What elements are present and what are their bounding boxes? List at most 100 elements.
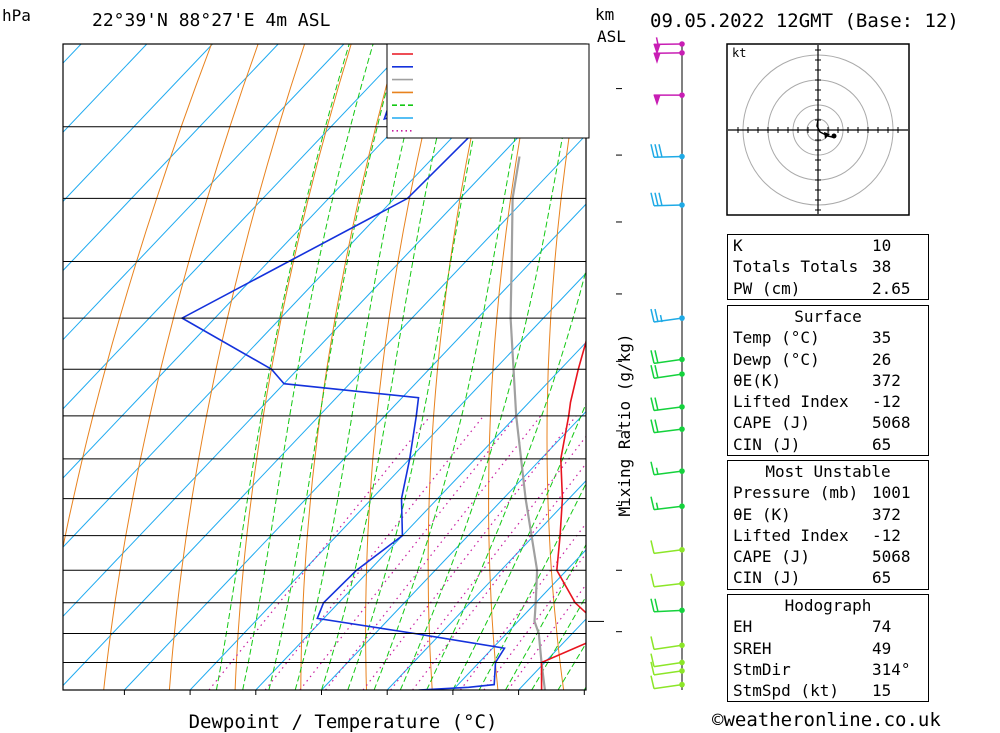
hodograph-unit: kt xyxy=(732,46,746,60)
wind-barb-flag xyxy=(658,144,663,158)
index-label: θE(K) xyxy=(733,370,782,390)
index-value: 314° xyxy=(872,659,911,679)
wind-barb xyxy=(650,308,685,323)
wind-barb-staff xyxy=(653,670,683,676)
index-label: Lifted Index xyxy=(733,525,849,545)
wind-barb-half-flag xyxy=(655,467,659,475)
index-label: SREH xyxy=(733,638,772,658)
wind-barb xyxy=(650,365,685,379)
hodograph-storm-marker xyxy=(824,132,830,139)
isotherm-line xyxy=(386,480,586,690)
wind-barb-staff xyxy=(653,155,683,159)
mixing-ratio-line xyxy=(264,415,485,690)
dry-adiabat-line xyxy=(103,44,259,690)
wind-barb-flag xyxy=(650,675,655,689)
height-unit-asl: ASL xyxy=(597,27,626,46)
parcel-trajectory-line xyxy=(509,156,546,690)
index-label: PW (cm) xyxy=(733,278,801,298)
hodograph-indices-table: Hodograph EH 74 SREH 49 StmDir 314° StmSpd (kt)… xyxy=(727,594,929,703)
mixing-ratio-axis-label: Mixing Ratio (g/kg) xyxy=(615,333,634,516)
index-value: 65 xyxy=(872,568,892,588)
wind-barb-flag xyxy=(654,308,659,323)
wet-adiabat-line xyxy=(452,402,586,690)
wet-adiabat-line xyxy=(531,595,586,690)
index-value: -12 xyxy=(872,392,901,412)
datetime-title: 09.05.2022 12GMT (Base: 12) xyxy=(650,10,959,32)
wind-barb-dot xyxy=(679,668,685,674)
wind-barb-dot xyxy=(679,315,685,321)
index-row: θE(K) 372 xyxy=(728,370,928,391)
wind-barb-flag xyxy=(650,144,655,158)
wet-adiabat-line xyxy=(242,44,374,690)
wind-barb-staff xyxy=(653,683,683,690)
skew-t-chart: Dewpoint / Temperature (°C) Mixing Ratio… xyxy=(62,37,720,733)
height-unit-km: km xyxy=(595,5,615,24)
index-row: Totals Totals 38 xyxy=(728,256,928,277)
wet-adiabat-line xyxy=(478,482,586,690)
wind-barb-flag xyxy=(650,192,655,206)
mixing-ratio-line xyxy=(208,415,431,690)
index-label: Temp (°C) xyxy=(733,328,820,348)
mixing-ratio-line xyxy=(325,415,542,690)
hodograph-storm-motion xyxy=(831,133,837,139)
wind-barb-pennant xyxy=(653,43,661,55)
index-value: 2.65 xyxy=(872,278,911,298)
index-label: StmSpd (kt) xyxy=(733,681,839,701)
isotherm-line xyxy=(63,44,345,341)
pressure-unit-label: hPa xyxy=(2,6,31,25)
index-value: 372 xyxy=(872,504,901,524)
isotherm-line xyxy=(189,272,586,690)
wind-barb-dot xyxy=(679,642,685,649)
index-value: 26 xyxy=(872,349,892,369)
wind-barb-pennant xyxy=(653,52,661,64)
wind-barb-flag xyxy=(650,461,655,475)
index-row: Lifted Index -12 xyxy=(728,525,928,546)
wind-barb-staff xyxy=(653,406,683,412)
wind-barb-staff xyxy=(653,204,683,207)
index-section-title: Most Unstable xyxy=(765,462,891,481)
index-row: Pressure (mb) 1001 xyxy=(728,482,928,503)
wind-barb xyxy=(653,50,685,64)
index-section-title: Hodograph xyxy=(784,596,872,615)
wind-barb xyxy=(650,192,685,208)
mixing-ratio-line xyxy=(390,435,586,690)
isotherm-line xyxy=(452,549,586,690)
index-value: 372 xyxy=(872,370,901,390)
isotherm-line xyxy=(63,44,476,479)
wind-barb-dot xyxy=(679,50,685,56)
isotherm-line xyxy=(63,44,410,410)
wind-barb-dot xyxy=(679,580,685,587)
index-value: 5068 xyxy=(872,547,911,567)
wind-barb-dot xyxy=(679,607,685,614)
wind-barb-staff xyxy=(653,373,683,379)
wind-barb-flag xyxy=(650,365,655,379)
wind-barb xyxy=(650,350,685,365)
index-value: 38 xyxy=(872,257,892,277)
wind-barb-staff xyxy=(653,317,683,323)
index-row: EH 74 xyxy=(728,616,928,637)
isotherm-line xyxy=(63,134,586,687)
wet-adiabat-line xyxy=(373,44,534,690)
wind-barb-pennant xyxy=(653,94,661,106)
wet-adiabat-line xyxy=(347,44,494,690)
index-row: PW (cm) 2.65 xyxy=(728,278,928,299)
index-value: 1001 xyxy=(872,483,911,503)
wind-barb-dot xyxy=(679,202,685,208)
index-row: CIN (J) 65 xyxy=(728,434,928,455)
wind-barb-dot xyxy=(679,153,685,160)
wind-barb-staff xyxy=(653,428,683,434)
mixing-ratio-line xyxy=(362,415,577,690)
mixing-ratio-line xyxy=(299,415,517,690)
wind-barb xyxy=(650,573,685,588)
index-label: CIN (J) xyxy=(733,434,801,454)
index-row: Temp (°C) 35 xyxy=(728,327,928,348)
index-value: 5068 xyxy=(872,413,911,433)
wet-adiabat-line xyxy=(557,642,586,690)
wind-barb-staff xyxy=(653,644,683,651)
index-label: CAPE (J) xyxy=(733,547,811,567)
wind-barb-flag xyxy=(650,661,655,675)
isotherm-line xyxy=(255,341,586,690)
isotherm-line xyxy=(650,44,720,690)
wind-barb-flag xyxy=(654,144,659,158)
wind-barb-half-flag xyxy=(655,37,659,45)
